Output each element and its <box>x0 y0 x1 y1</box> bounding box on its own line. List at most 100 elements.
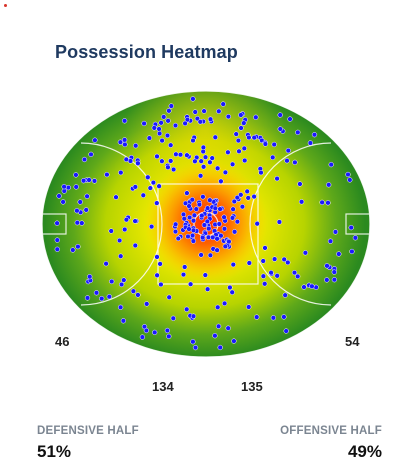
possession-point <box>238 125 244 131</box>
possession-point <box>196 201 203 208</box>
possession-point <box>173 151 179 157</box>
possession-point <box>146 135 153 141</box>
possession-point <box>241 145 247 152</box>
possession-point <box>118 281 125 288</box>
possession-point <box>311 132 318 138</box>
possession-point <box>80 178 87 184</box>
possession-point <box>165 164 171 170</box>
possession-point <box>190 218 197 224</box>
possession-point <box>231 198 237 205</box>
possession-point <box>184 306 190 312</box>
possession-point <box>154 200 160 206</box>
possession-point <box>200 144 207 151</box>
possession-point <box>190 227 197 233</box>
possession-point <box>274 175 280 182</box>
possession-point <box>212 333 218 339</box>
possession-point <box>207 197 213 203</box>
possession-point <box>276 219 283 225</box>
possession-point <box>336 251 342 257</box>
possession-point <box>201 108 207 114</box>
possession-point <box>319 199 325 206</box>
possession-point <box>197 173 204 179</box>
possession-point <box>204 286 211 292</box>
possession-point <box>281 256 287 263</box>
possession-point <box>198 252 204 258</box>
possession-point <box>220 101 226 107</box>
possession-point <box>236 148 242 154</box>
zone-label-left-center: 134 <box>152 379 174 394</box>
possession-point <box>284 158 290 164</box>
possession-point <box>200 194 206 200</box>
possession-point <box>227 284 233 291</box>
possession-point <box>144 301 150 307</box>
possession-point <box>260 258 266 264</box>
possession-point <box>231 338 237 344</box>
possession-point <box>295 129 301 136</box>
possession-point <box>191 212 198 218</box>
possession-point <box>222 243 228 250</box>
possession-point <box>262 281 268 287</box>
possession-point <box>262 245 268 251</box>
possession-point <box>73 184 79 190</box>
possession-point <box>238 192 244 198</box>
possession-point <box>254 221 260 227</box>
possession-point <box>122 141 128 148</box>
zone-label-right-pocket: 54 <box>345 334 360 349</box>
possession-point <box>117 139 124 145</box>
possession-point <box>189 197 195 203</box>
possession-point <box>152 329 158 336</box>
possession-point <box>274 273 280 279</box>
possession-point <box>297 181 303 187</box>
possession-point <box>242 157 248 164</box>
possession-point <box>123 217 130 223</box>
possession-point <box>207 159 213 165</box>
offensive-half-value: 49% <box>347 442 382 461</box>
possession-point <box>159 137 165 144</box>
possession-point <box>221 300 228 307</box>
possession-point <box>201 222 208 228</box>
possession-point <box>130 288 137 294</box>
possession-point <box>151 125 157 131</box>
possession-point <box>83 207 89 213</box>
possession-point <box>214 165 221 171</box>
possession-point <box>172 221 179 227</box>
possession-point <box>135 160 141 166</box>
possession-point <box>192 158 198 164</box>
possession-point <box>156 130 163 137</box>
possession-point <box>225 113 232 120</box>
possession-point <box>61 184 67 190</box>
possession-point <box>168 103 174 109</box>
possession-point <box>104 171 110 178</box>
possession-point <box>225 325 231 331</box>
possession-point <box>121 118 128 124</box>
possession-point <box>204 205 211 211</box>
possession-point <box>209 155 215 161</box>
possession-point <box>93 290 100 296</box>
possession-point <box>246 304 252 310</box>
possession-point <box>143 327 150 334</box>
possession-point <box>158 120 164 126</box>
possession-point <box>281 314 287 320</box>
possession-point <box>251 193 257 200</box>
possession-point <box>215 323 222 329</box>
possession-point <box>91 178 98 184</box>
possession-point <box>200 234 206 241</box>
possession-point <box>230 261 236 268</box>
possession-point <box>177 152 184 158</box>
possession-point <box>106 294 112 300</box>
possession-point <box>133 143 139 149</box>
possession-point <box>331 269 337 275</box>
possession-point <box>302 250 309 256</box>
possession-point <box>182 264 188 270</box>
possession-point <box>271 141 277 148</box>
possession-point <box>148 223 155 230</box>
possession-point <box>332 229 339 235</box>
possession-point <box>170 315 176 321</box>
possession-point <box>74 208 80 214</box>
possession-point <box>184 190 190 196</box>
possession-point <box>166 294 172 300</box>
possession-point <box>309 283 315 289</box>
possession-point <box>168 158 174 164</box>
possession-point <box>154 153 160 160</box>
possession-point <box>207 116 214 122</box>
